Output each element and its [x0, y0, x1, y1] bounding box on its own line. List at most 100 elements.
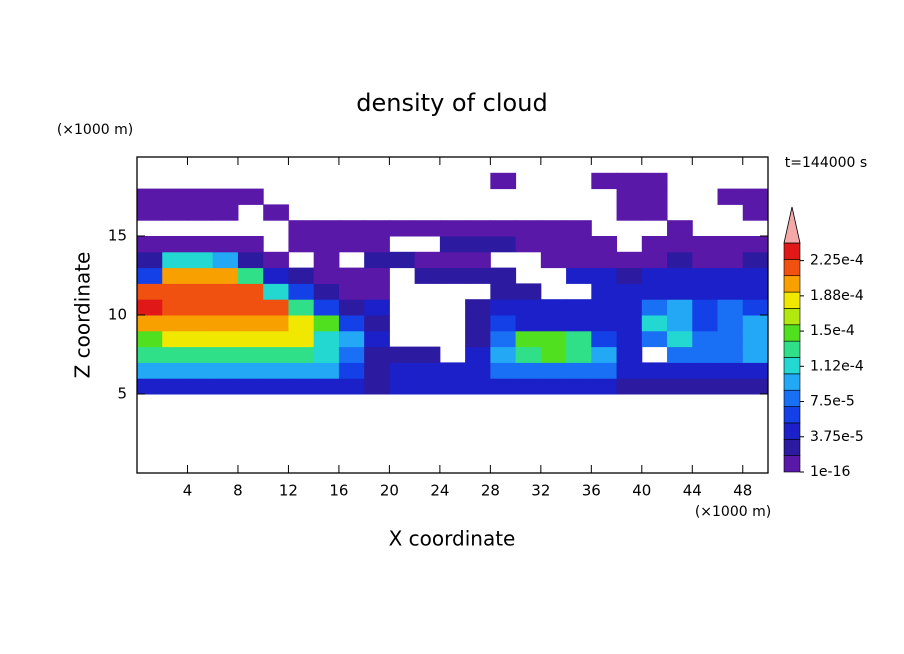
cloud-cell [364, 236, 390, 253]
cloud-cell [591, 267, 618, 284]
cloud-cell [641, 204, 668, 221]
cloud-cell [439, 378, 466, 395]
cloud-cell [540, 346, 567, 363]
cloud-cell [566, 267, 592, 284]
cloud-cell [515, 236, 542, 253]
cloud-cell [717, 330, 744, 348]
cloud-cell [212, 204, 239, 221]
cloud-cell [742, 346, 769, 363]
cloud-cell [237, 362, 264, 379]
cloud-cell [641, 283, 668, 300]
cloud-cell [667, 267, 693, 284]
colorbar-band [783, 357, 801, 375]
x-tick-label: 20 [380, 482, 399, 500]
cloud-cell [338, 220, 365, 237]
cloud-cell [591, 346, 618, 363]
cloud-cell [540, 330, 567, 348]
cloud-cell [566, 330, 592, 348]
cloud-cell [389, 362, 416, 379]
cloud-cell [717, 299, 744, 316]
cloud-cell [439, 362, 466, 379]
cloud-cell [540, 362, 567, 379]
cloud-cell [187, 267, 214, 284]
cloud-cell [187, 204, 214, 221]
cloud-cell [742, 315, 769, 332]
cloud-cell [137, 236, 163, 253]
cloud-cell [162, 188, 188, 205]
x-axis-label: X coordinate [389, 527, 516, 551]
cloud-cell [566, 236, 592, 253]
cloud-cell [490, 283, 517, 300]
cloud-cell [515, 362, 542, 379]
cloud-cell [616, 283, 643, 300]
colorbar-band [783, 275, 801, 293]
cloud-cell [313, 362, 340, 379]
cloud-cell [490, 330, 517, 348]
cloud-cell [616, 362, 643, 379]
cloud-cell [692, 251, 719, 269]
cloud-cell [162, 236, 188, 253]
cloud-cell [212, 299, 239, 316]
cloud-cell [162, 362, 188, 379]
cloud-cell [490, 220, 517, 237]
cloud-cell [237, 299, 264, 316]
cloud-cell [137, 188, 163, 205]
cloud-cell [187, 251, 214, 269]
cloud-cell [187, 236, 214, 253]
cloud-cell [288, 236, 315, 253]
cloud-cell [338, 299, 365, 316]
cloud-cell [313, 267, 340, 284]
y-tick-label: 15 [108, 227, 127, 245]
colorbar-tick-label: 1.88e-4 [810, 288, 864, 304]
cloud-cell [439, 236, 466, 253]
cloud-cell [237, 378, 264, 395]
cloud-cell [641, 267, 668, 284]
cloud-cell [338, 362, 365, 379]
cloud-cell [263, 299, 289, 316]
cloud-cell [717, 283, 744, 300]
colorbar-band [783, 308, 801, 326]
cloud-cell [742, 283, 769, 300]
cloud-cell [641, 188, 668, 205]
cloud-cell [288, 220, 315, 237]
cloud-cell [364, 299, 390, 316]
cloud-cell [465, 236, 491, 253]
cloud-cell [212, 362, 239, 379]
cloud-cell [162, 204, 188, 221]
x-tick-label: 32 [531, 482, 550, 500]
cloud-cell [137, 251, 163, 269]
cloud-cell [641, 251, 668, 269]
colorbar-tick-label: 1.5e-4 [810, 323, 855, 339]
cloud-cell [288, 378, 315, 395]
cloud-cell [641, 315, 668, 332]
cloud-cell [465, 299, 491, 316]
cloud-cell [616, 378, 643, 395]
cloud-cell [591, 236, 618, 253]
cloud-cell [263, 346, 289, 363]
cloud-cell [717, 346, 744, 363]
cloud-cell [237, 283, 264, 300]
cloud-cell [692, 299, 719, 316]
cloud-cell [465, 267, 491, 284]
cloud-cell [187, 362, 214, 379]
cloud-cell [540, 251, 567, 269]
cloud-cell [641, 378, 668, 395]
cloud-cell [692, 362, 719, 379]
cloud-cell [364, 251, 390, 269]
colorbar-tick-label: 1e-16 [810, 464, 850, 480]
colorbar-tick-label: 2.25e-4 [810, 253, 864, 269]
cloud-cell [288, 362, 315, 379]
cloud-cell [313, 378, 340, 395]
cloud-cell [692, 267, 719, 284]
cloud-cell [667, 362, 693, 379]
cloud-cell [490, 172, 517, 190]
cloud-cell [667, 330, 693, 348]
cloud-cell [313, 251, 340, 269]
cloud-cell [742, 362, 769, 379]
cloud-cell [667, 346, 693, 363]
cloud-cell [162, 330, 188, 348]
cloud-cell [414, 346, 441, 363]
cloud-cell [591, 283, 618, 300]
x-tick-label: 44 [683, 482, 702, 500]
